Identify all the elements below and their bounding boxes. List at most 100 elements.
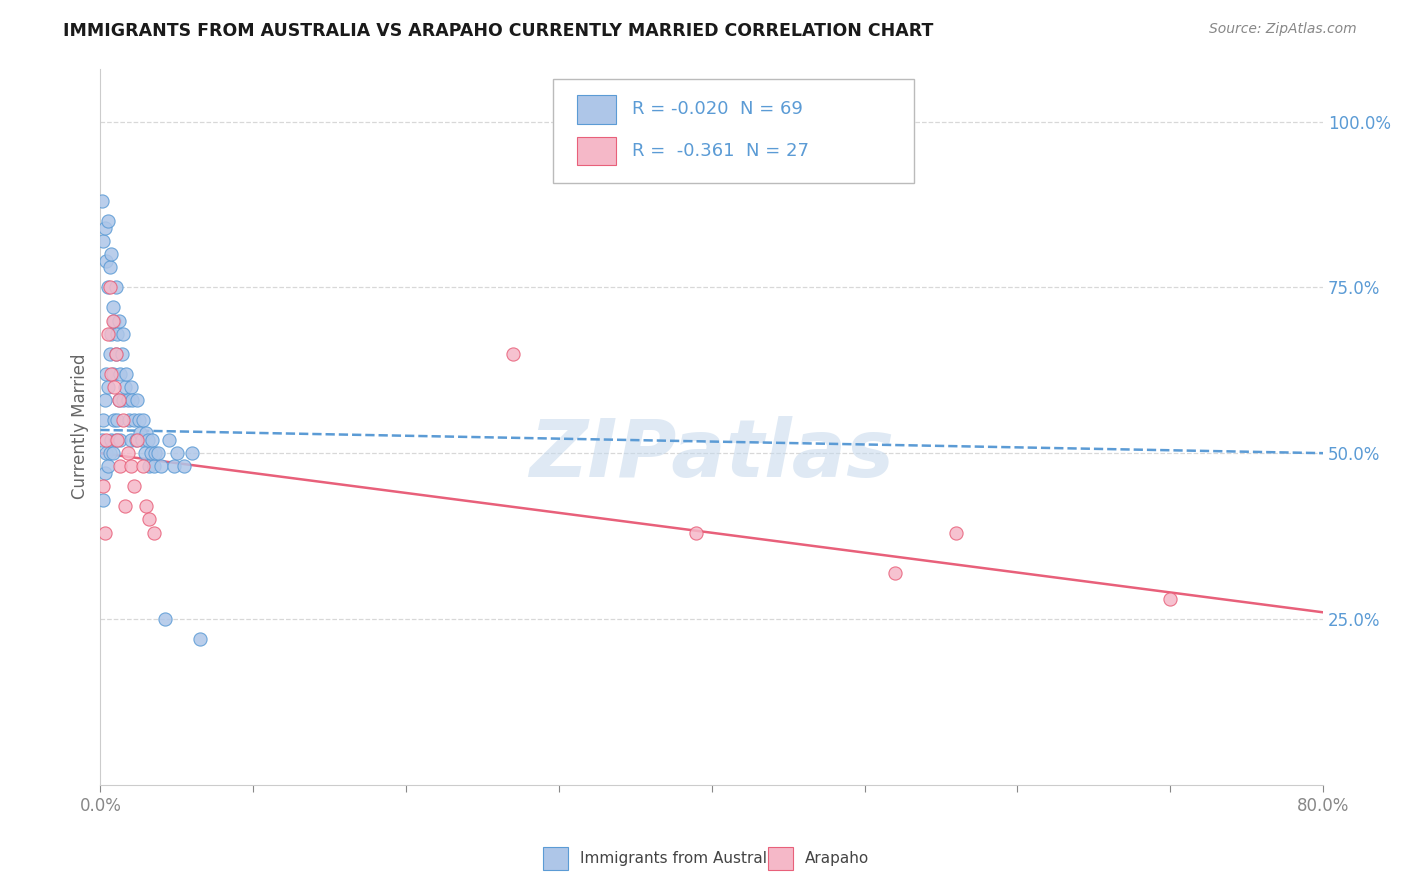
Text: R = -0.020  N = 69: R = -0.020 N = 69 [633, 100, 803, 119]
Point [93, 234, 115, 248]
Point [114, 380, 136, 394]
Point [117, 393, 139, 408]
Point [1159, 592, 1181, 607]
Point [118, 413, 141, 427]
Point [97, 380, 120, 394]
Point [107, 313, 129, 327]
Point [121, 393, 143, 408]
Point [135, 426, 157, 441]
Point [96, 433, 118, 447]
Text: Immigrants from Australia: Immigrants from Australia [579, 851, 780, 866]
Point [122, 479, 145, 493]
Point [166, 446, 188, 460]
Point [135, 500, 157, 514]
Point [105, 326, 128, 341]
Point [96, 446, 118, 460]
Point [122, 413, 145, 427]
Point [134, 446, 156, 460]
Text: ZIPatlas: ZIPatlas [529, 417, 894, 494]
Point [96, 367, 118, 381]
Point [945, 525, 967, 540]
Point [129, 426, 152, 441]
Point [105, 433, 128, 447]
Point [94, 393, 117, 408]
Point [100, 247, 122, 261]
Point [101, 367, 124, 381]
FancyBboxPatch shape [553, 79, 914, 183]
Point [502, 347, 524, 361]
Point [111, 347, 134, 361]
Point [107, 393, 129, 408]
Point [120, 459, 142, 474]
Point [104, 280, 127, 294]
Point [112, 393, 135, 408]
Point [131, 433, 153, 447]
Point [125, 393, 148, 408]
Point [96, 253, 118, 268]
Point [100, 433, 122, 447]
Text: IMMIGRANTS FROM AUSTRALIA VS ARAPAHO CURRENTLY MARRIED CORRELATION CHART: IMMIGRANTS FROM AUSTRALIA VS ARAPAHO CUR… [63, 22, 934, 40]
Point [138, 512, 160, 526]
Point [110, 459, 132, 474]
Point [132, 459, 155, 474]
Point [97, 326, 120, 341]
Point [101, 300, 124, 314]
Point [181, 446, 204, 460]
Point [188, 632, 211, 646]
Point [125, 433, 148, 447]
Bar [578, 95, 616, 124]
Point [100, 326, 122, 341]
Point [120, 433, 142, 447]
Point [128, 413, 150, 427]
Point [685, 525, 707, 540]
Point [136, 433, 159, 447]
Point [142, 525, 165, 540]
Point [112, 413, 135, 427]
Point [145, 446, 167, 460]
Point [120, 380, 142, 394]
Point [139, 446, 162, 460]
Point [103, 413, 125, 427]
Point [100, 367, 122, 381]
Point [153, 612, 176, 626]
Point [115, 367, 138, 381]
Point [117, 446, 139, 460]
Point [98, 280, 121, 294]
Point [124, 433, 146, 447]
Point [93, 413, 115, 427]
Point [142, 459, 165, 474]
Point [98, 260, 121, 275]
Point [93, 479, 115, 493]
Point [884, 566, 907, 580]
Point [157, 433, 180, 447]
Point [112, 326, 135, 341]
Point [138, 459, 160, 474]
Point [150, 459, 173, 474]
Point [97, 280, 120, 294]
Point [98, 347, 121, 361]
Text: Source: ZipAtlas.com: Source: ZipAtlas.com [1209, 22, 1357, 37]
Point [97, 459, 120, 474]
Point [101, 446, 124, 460]
Point [132, 413, 155, 427]
Point [94, 466, 117, 480]
Point [173, 459, 195, 474]
Point [104, 433, 127, 447]
Point [98, 446, 121, 460]
Point [103, 380, 125, 394]
Point [90, 433, 112, 447]
Bar [578, 136, 616, 165]
Point [110, 367, 132, 381]
Text: R =  -0.361  N = 27: R = -0.361 N = 27 [633, 142, 810, 160]
Point [94, 525, 117, 540]
Point [114, 500, 136, 514]
Point [141, 433, 163, 447]
Text: Arapaho: Arapaho [804, 851, 869, 866]
Point [110, 433, 132, 447]
Point [107, 393, 129, 408]
Point [163, 459, 186, 474]
Point [104, 347, 127, 361]
Point [103, 313, 125, 327]
Point [104, 347, 127, 361]
Point [148, 446, 170, 460]
